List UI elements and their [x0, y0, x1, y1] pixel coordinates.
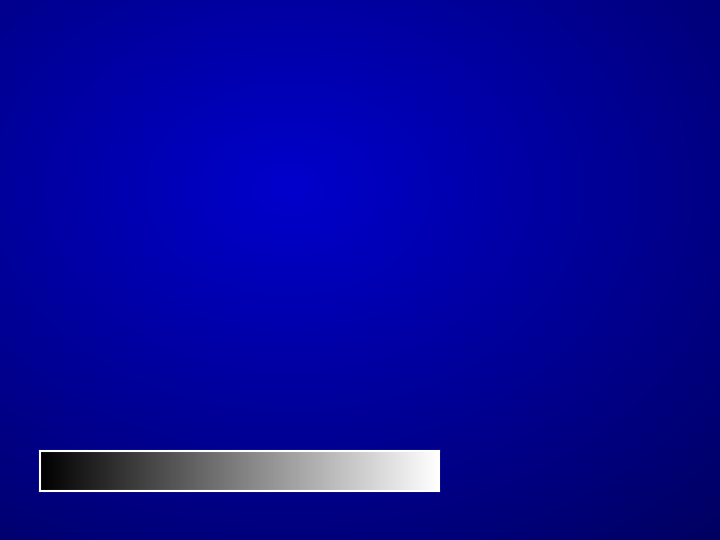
Text: Iₜ: Iₜ	[218, 130, 230, 149]
Bar	[121, 352, 183, 383]
Text: 3: 3	[510, 201, 523, 220]
Text: 4: 4	[129, 327, 143, 347]
Text: 100: 100	[356, 233, 393, 252]
Text: Iᵢ: Iᵢ	[150, 130, 158, 149]
Bar	[307, 352, 369, 383]
Text: 100: 100	[127, 233, 164, 252]
Text: 0.1: 0.1	[194, 201, 225, 220]
Text: 100: 100	[194, 297, 231, 316]
Text: 0.0001: 0.0001	[267, 168, 335, 187]
Text: 1: 1	[289, 327, 304, 347]
Bar	[119, 349, 432, 385]
Text: 0: 0	[342, 327, 356, 347]
Text: 1: 1	[267, 297, 279, 316]
Text: 10.0: 10.0	[194, 265, 238, 284]
Text: 0.1: 0.1	[267, 265, 298, 284]
Text: Density: Density	[480, 130, 554, 149]
Text: 1.0: 1.0	[194, 233, 225, 252]
Text: 2: 2	[233, 327, 247, 347]
Text: 1: 1	[356, 297, 369, 316]
Bar	[183, 352, 245, 383]
Bar	[369, 352, 431, 383]
Text: 0: 0	[510, 297, 523, 316]
Text: 0.01: 0.01	[194, 168, 238, 187]
Text: Opacity: Opacity	[359, 130, 434, 149]
Text: 1000: 1000	[356, 201, 405, 220]
Text: Transmit
tance: Transmit tance	[263, 119, 346, 160]
Text: 1: 1	[510, 265, 523, 284]
Bar	[245, 352, 307, 383]
Text: 0.01: 0.01	[267, 233, 310, 252]
Text: 4: 4	[510, 168, 523, 187]
Text: 10: 10	[356, 265, 381, 284]
Text: 3: 3	[181, 327, 194, 347]
Text: 10000: 10000	[356, 168, 418, 187]
Text: 2: 2	[510, 233, 523, 252]
Text: 0.001: 0.001	[267, 201, 323, 220]
Text: Range of densities on a film: Range of densities on a film	[117, 82, 621, 116]
